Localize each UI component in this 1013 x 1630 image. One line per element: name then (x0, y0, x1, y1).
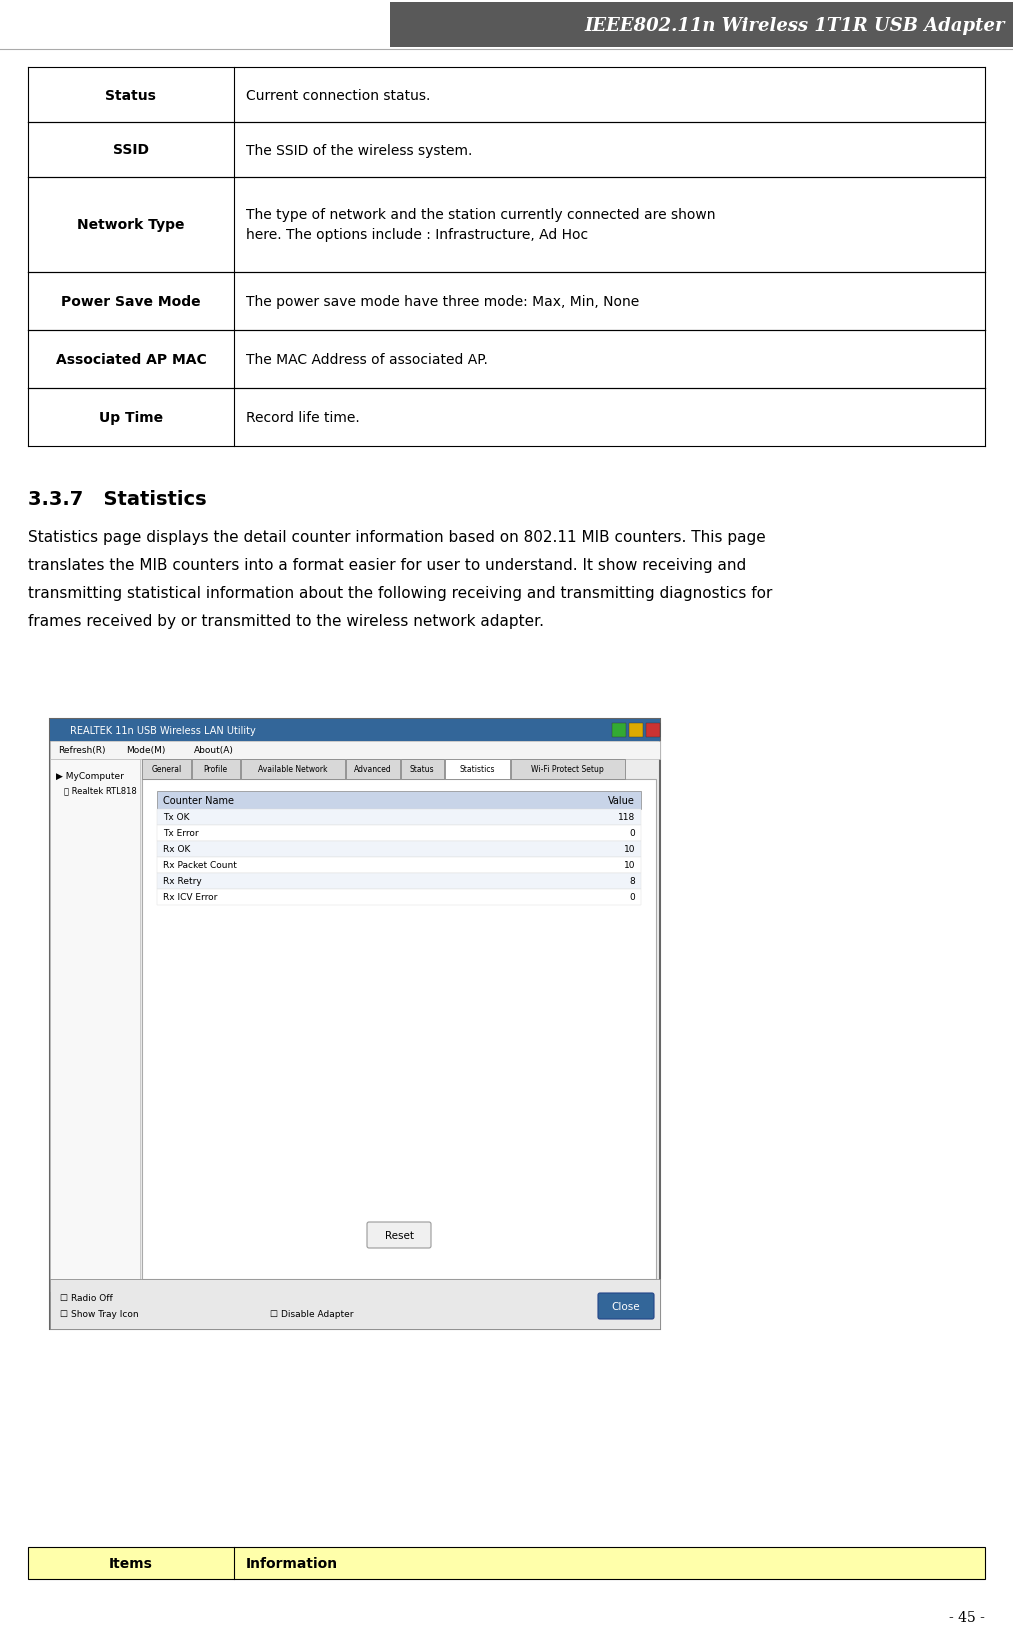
Text: ☐ Show Tray Icon: ☐ Show Tray Icon (60, 1309, 139, 1319)
Text: 🖥 Realtek RTL818: 🖥 Realtek RTL818 (64, 786, 137, 794)
Text: Network Type: Network Type (77, 218, 184, 233)
Text: Rx OK: Rx OK (163, 844, 190, 854)
Bar (157, 874, 641, 890)
Text: Mode(M): Mode(M) (126, 747, 165, 755)
Text: About(A): About(A) (194, 747, 234, 755)
FancyBboxPatch shape (367, 1222, 431, 1249)
Bar (511, 760, 625, 779)
Text: General: General (151, 764, 181, 774)
Text: Rx Retry: Rx Retry (163, 877, 202, 887)
Text: 10: 10 (623, 861, 635, 870)
Text: Counter Name: Counter Name (163, 795, 234, 805)
Text: Information: Information (246, 1557, 338, 1570)
Bar (50, 719, 660, 1328)
Bar (50, 1280, 660, 1328)
Text: Rx Packet Count: Rx Packet Count (163, 861, 237, 870)
Text: ▶ MyComputer: ▶ MyComputer (56, 771, 124, 781)
Text: Statistics page displays the detail counter information based on 802.11 MIB coun: Statistics page displays the detail coun… (28, 530, 766, 544)
Text: Close: Close (612, 1301, 640, 1311)
Bar (157, 825, 641, 841)
Bar (445, 760, 510, 779)
Text: 3.3.7   Statistics: 3.3.7 Statistics (28, 489, 207, 509)
Text: The type of network and the station currently connected are shown: The type of network and the station curr… (246, 209, 715, 222)
Text: translates the MIB counters into a format easier for user to understand. It show: translates the MIB counters into a forma… (28, 557, 747, 572)
Bar (28, 1547, 985, 1579)
Text: - 45 -: - 45 - (949, 1610, 985, 1623)
Bar (142, 779, 656, 1280)
Text: Items: Items (109, 1557, 153, 1570)
Text: 0: 0 (629, 830, 635, 838)
Bar (157, 792, 641, 810)
Text: 10: 10 (623, 844, 635, 854)
Text: Status: Status (105, 88, 156, 103)
Bar (612, 724, 626, 737)
Text: Statistics: Statistics (459, 764, 494, 774)
Text: The MAC Address of associated AP.: The MAC Address of associated AP. (246, 352, 487, 367)
Bar (157, 810, 641, 825)
Bar (241, 760, 344, 779)
Text: The SSID of the wireless system.: The SSID of the wireless system. (246, 143, 472, 158)
Text: Profile: Profile (204, 764, 228, 774)
Text: Record life time.: Record life time. (246, 411, 360, 425)
Text: Associated AP MAC: Associated AP MAC (56, 352, 207, 367)
Text: transmitting statistical information about the following receiving and transmitt: transmitting statistical information abo… (28, 585, 772, 600)
Text: here. The options include : Infrastructure, Ad Hoc: here. The options include : Infrastructu… (246, 228, 588, 243)
Text: frames received by or transmitted to the wireless network adapter.: frames received by or transmitted to the… (28, 613, 544, 629)
Bar (50, 719, 660, 742)
Text: IEEE802.11n Wireless 1T1R USB Adapter: IEEE802.11n Wireless 1T1R USB Adapter (585, 16, 1005, 34)
Text: Up Time: Up Time (99, 411, 163, 425)
Text: Value: Value (608, 795, 635, 805)
Text: 8: 8 (629, 877, 635, 887)
Text: Reset: Reset (385, 1231, 413, 1240)
Bar (157, 890, 641, 905)
Bar (157, 857, 641, 874)
Text: The power save mode have three mode: Max, Min, None: The power save mode have three mode: Max… (246, 295, 639, 308)
Text: Available Network: Available Network (258, 764, 327, 774)
Text: Status: Status (409, 764, 435, 774)
Bar (629, 724, 643, 737)
Text: ☐ Disable Adapter: ☐ Disable Adapter (270, 1309, 354, 1319)
FancyBboxPatch shape (598, 1293, 654, 1319)
Text: Wi-Fi Protect Setup: Wi-Fi Protect Setup (532, 764, 604, 774)
Text: ☐ Radio Off: ☐ Radio Off (60, 1293, 112, 1302)
Text: 0: 0 (629, 893, 635, 901)
Bar (50, 742, 660, 760)
Text: Current connection status.: Current connection status. (246, 88, 431, 103)
Bar (28, 272, 985, 331)
Text: Advanced: Advanced (354, 764, 391, 774)
Bar (28, 178, 985, 272)
Bar (28, 390, 985, 447)
Text: REALTEK 11n USB Wireless LAN Utility: REALTEK 11n USB Wireless LAN Utility (70, 725, 255, 735)
Bar (345, 760, 399, 779)
Bar (646, 724, 660, 737)
Bar (28, 68, 985, 122)
Bar (28, 331, 985, 390)
Bar (157, 841, 641, 857)
Bar (191, 760, 240, 779)
Bar (400, 760, 444, 779)
Text: SSID: SSID (112, 143, 149, 158)
Bar (390, 3, 1013, 47)
Bar (50, 760, 140, 1280)
Text: Tx OK: Tx OK (163, 813, 189, 822)
Bar (28, 122, 985, 178)
Text: Refresh(R): Refresh(R) (58, 747, 105, 755)
Bar (142, 760, 190, 779)
Text: Tx Error: Tx Error (163, 830, 199, 838)
Text: 118: 118 (618, 813, 635, 822)
Text: Rx ICV Error: Rx ICV Error (163, 893, 218, 901)
Bar (50, 1280, 140, 1291)
Text: Power Save Mode: Power Save Mode (61, 295, 201, 308)
